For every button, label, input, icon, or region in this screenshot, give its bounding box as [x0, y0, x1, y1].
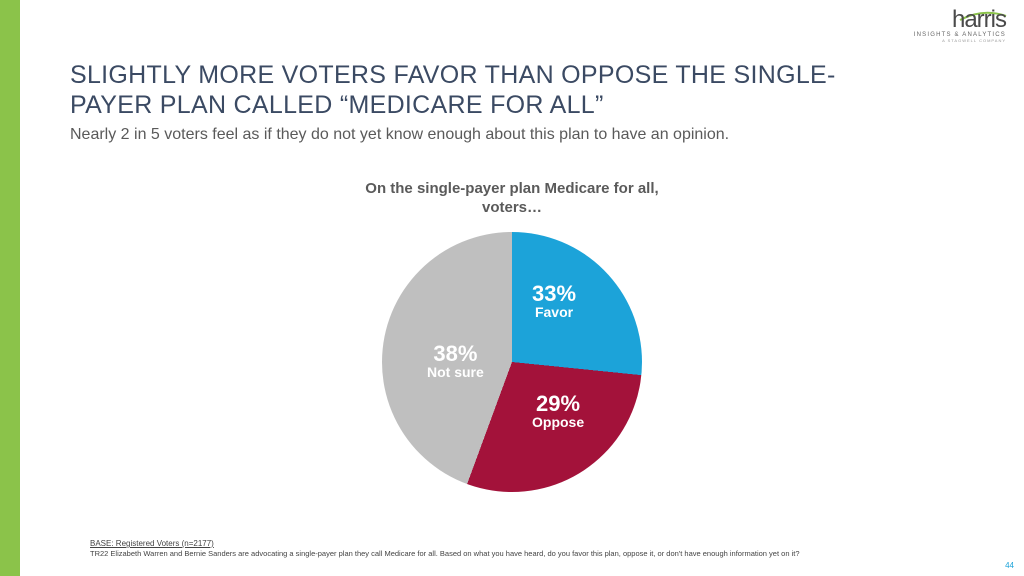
page-number: 44	[1005, 561, 1014, 570]
chart-title-line1: On the single-payer plan Medicare for al…	[365, 180, 658, 197]
chart-title: On the single-payer plan Medicare for al…	[0, 180, 1024, 218]
accent-bar	[0, 0, 20, 576]
brand-sub2: A STAGWELL COMPANY	[906, 38, 1006, 43]
chart-title-line2: voters…	[482, 199, 542, 216]
pie-slice-label: 33%Favor	[532, 282, 576, 320]
page-title: SLIGHTLY MORE VOTERS FAVOR THAN OPPOSE T…	[70, 60, 884, 120]
pie-slice-name: Not sure	[427, 365, 484, 380]
pie-slice-label: 38%Not sure	[427, 342, 484, 380]
pie-slice-name: Oppose	[532, 415, 584, 430]
pie-slice-label: 29%Oppose	[532, 392, 584, 430]
slide: harris INSIGHTS & ANALYTICS A STAGWELL C…	[0, 0, 1024, 576]
footer: BASE: Registered Voters (n=2177) TR22 El…	[90, 539, 984, 558]
footer-question: TR22 Elizabeth Warren and Bernie Sanders…	[90, 549, 984, 558]
pie-slice-pct: 38%	[427, 342, 484, 365]
pie-slice-pct: 33%	[532, 282, 576, 305]
brand-logo: harris INSIGHTS & ANALYTICS A STAGWELL C…	[906, 8, 1006, 43]
footer-base: BASE: Registered Voters (n=2177)	[90, 539, 984, 548]
pie-graphic	[382, 232, 642, 492]
pie-chart: 33%Favor 29%Oppose 38%Not sure	[382, 232, 642, 492]
page-subtitle: Nearly 2 in 5 voters feel as if they do …	[70, 126, 729, 144]
pie-slice-pct: 29%	[532, 392, 584, 415]
brand-name: harris	[906, 8, 1006, 32]
pie-slice-name: Favor	[532, 305, 576, 320]
